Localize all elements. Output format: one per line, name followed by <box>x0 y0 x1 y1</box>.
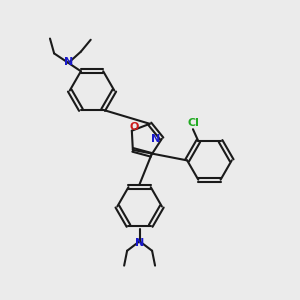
Text: Cl: Cl <box>187 118 199 128</box>
Text: N: N <box>151 134 160 144</box>
Text: N: N <box>64 57 74 67</box>
Text: N: N <box>135 238 144 248</box>
Text: O: O <box>129 122 139 132</box>
